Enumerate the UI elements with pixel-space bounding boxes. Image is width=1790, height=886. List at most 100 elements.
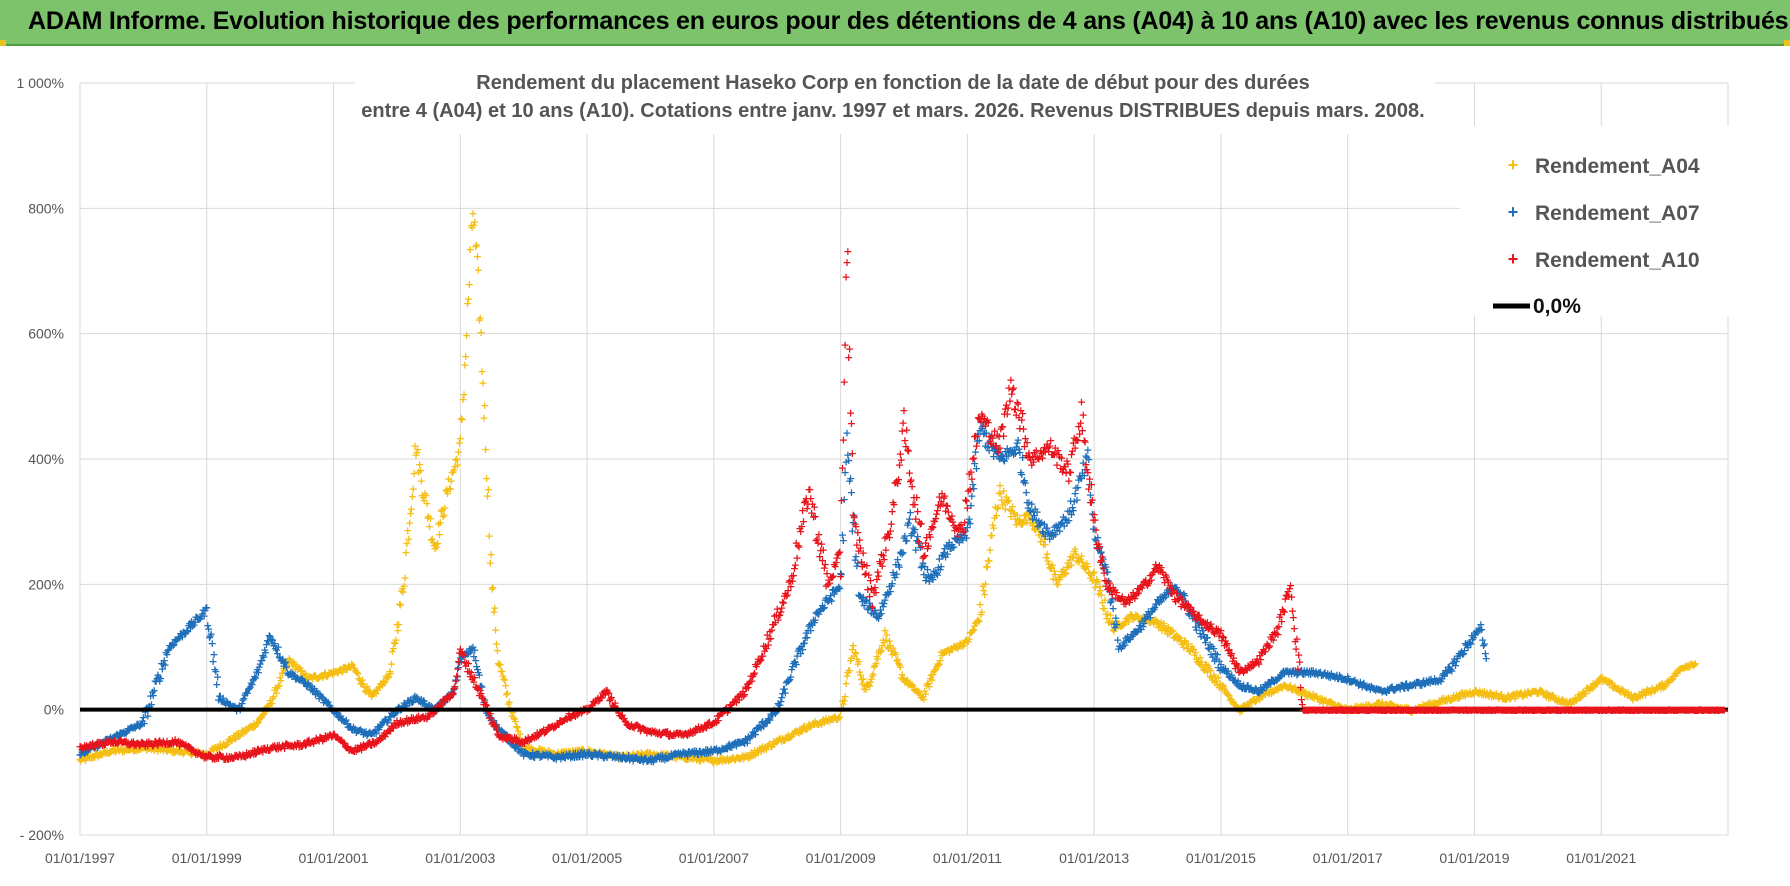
data-point: + bbox=[985, 543, 994, 556]
data-point: + bbox=[394, 618, 403, 631]
data-point: + bbox=[272, 687, 281, 700]
data-point: + bbox=[388, 645, 397, 658]
data-point: + bbox=[871, 586, 880, 599]
data-point: + bbox=[720, 753, 729, 766]
data-point: + bbox=[507, 710, 516, 723]
data-point: + bbox=[582, 746, 591, 759]
data-point: + bbox=[91, 748, 100, 761]
data-point: + bbox=[732, 751, 741, 764]
data-point: + bbox=[411, 448, 420, 461]
data-point: + bbox=[716, 752, 725, 765]
data-point: + bbox=[493, 644, 502, 657]
data-point: + bbox=[358, 673, 367, 686]
data-point: + bbox=[784, 732, 793, 745]
data-point: + bbox=[547, 748, 556, 761]
data-point: + bbox=[263, 699, 272, 712]
data-point: + bbox=[285, 652, 294, 665]
data-point: + bbox=[799, 721, 808, 734]
data-point: + bbox=[511, 715, 520, 728]
data-point: + bbox=[238, 727, 247, 740]
data-point: + bbox=[189, 746, 198, 759]
data-point: + bbox=[161, 744, 170, 757]
data-point: + bbox=[731, 753, 740, 766]
data-point: + bbox=[586, 744, 595, 757]
data-point: + bbox=[571, 744, 580, 757]
data-point: + bbox=[1088, 494, 1097, 507]
data-point: + bbox=[354, 672, 363, 685]
data-point: + bbox=[702, 751, 711, 764]
data-point: + bbox=[279, 662, 288, 675]
data-point: + bbox=[695, 754, 704, 767]
data-point: + bbox=[257, 710, 266, 723]
data-point: + bbox=[280, 662, 289, 675]
data-point: + bbox=[111, 745, 120, 758]
data-point: + bbox=[704, 753, 713, 766]
data-point: + bbox=[663, 748, 672, 761]
data-point: + bbox=[110, 743, 119, 756]
data-point: + bbox=[343, 660, 352, 673]
data-point: + bbox=[243, 723, 252, 736]
data-point: + bbox=[461, 350, 470, 363]
data-point: + bbox=[352, 666, 361, 679]
data-point: + bbox=[117, 742, 126, 755]
data-point: + bbox=[431, 538, 440, 551]
data-point: + bbox=[457, 412, 466, 425]
data-point: + bbox=[793, 724, 802, 737]
data-point: + bbox=[160, 742, 169, 755]
yield-scatter-chart: ++++++++++++++++++++++++++++++++++++++++… bbox=[0, 46, 1790, 886]
data-point: + bbox=[742, 750, 751, 763]
data-point: + bbox=[498, 670, 507, 683]
data-point: + bbox=[1112, 618, 1121, 631]
data-point: + bbox=[520, 743, 529, 756]
data-point: + bbox=[599, 747, 608, 760]
data-point: + bbox=[381, 670, 390, 683]
data-point: + bbox=[228, 734, 237, 747]
data-point: + bbox=[159, 744, 168, 757]
data-point: + bbox=[201, 747, 210, 760]
data-point: + bbox=[109, 744, 118, 757]
data-point: + bbox=[669, 748, 678, 761]
data-point: + bbox=[757, 742, 766, 755]
data-point: + bbox=[84, 750, 93, 763]
data-point: + bbox=[902, 423, 911, 436]
data-point: + bbox=[241, 722, 250, 735]
data-point: + bbox=[722, 753, 731, 766]
data-point: + bbox=[333, 666, 342, 679]
data-point: + bbox=[259, 707, 268, 720]
data-point: + bbox=[847, 486, 856, 499]
data-point: + bbox=[771, 736, 780, 749]
data-point: + bbox=[773, 734, 782, 747]
data-point: + bbox=[898, 546, 907, 559]
data-point: + bbox=[122, 743, 131, 756]
data-point: + bbox=[213, 741, 222, 754]
data-point: + bbox=[767, 740, 776, 753]
data-point: + bbox=[123, 744, 132, 757]
data-point: + bbox=[686, 750, 695, 763]
data-point: + bbox=[403, 524, 412, 537]
data-point: + bbox=[963, 502, 972, 515]
data-point: + bbox=[314, 671, 323, 684]
data-point: + bbox=[676, 749, 685, 762]
data-point: + bbox=[483, 489, 492, 502]
data-point: + bbox=[281, 662, 290, 675]
data-point: + bbox=[894, 473, 903, 486]
data-point: + bbox=[1091, 523, 1100, 536]
data-point: + bbox=[379, 675, 388, 688]
data-point: + bbox=[542, 746, 551, 759]
data-point: + bbox=[284, 657, 293, 670]
data-point: + bbox=[305, 671, 314, 684]
data-point: + bbox=[156, 743, 165, 756]
data-point: + bbox=[835, 582, 844, 595]
data-point: + bbox=[981, 577, 990, 590]
data-point: + bbox=[81, 754, 90, 767]
data-point: + bbox=[170, 746, 179, 759]
data-point: + bbox=[262, 701, 271, 714]
data-point: + bbox=[301, 667, 310, 680]
data-point: + bbox=[649, 747, 658, 760]
data-point: + bbox=[77, 753, 86, 766]
data-point: + bbox=[96, 748, 105, 761]
data-point: + bbox=[621, 751, 630, 764]
data-point: + bbox=[749, 749, 758, 762]
data-point: + bbox=[168, 746, 177, 759]
data-point: + bbox=[86, 749, 95, 762]
